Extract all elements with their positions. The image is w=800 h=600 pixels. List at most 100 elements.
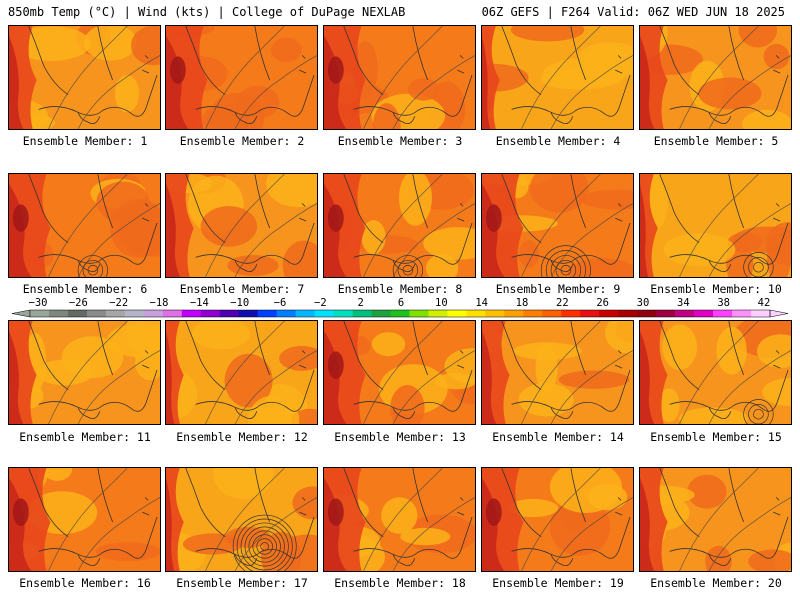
ensemble-member-label: Ensemble Member: 5 — [653, 134, 779, 148]
colorbar-swatch — [124, 310, 145, 317]
ensemble-member-label: Ensemble Member: 17 — [176, 576, 308, 590]
ensemble-map-9 — [481, 173, 634, 278]
ensemble-map-14 — [481, 320, 634, 425]
colorbar-swatch — [371, 310, 391, 317]
colorbar-swatch — [523, 310, 543, 317]
colorbar-swatch — [637, 310, 657, 317]
ensemble-member-label: Ensemble Member: 9 — [495, 282, 621, 296]
ensemble-map-11 — [8, 320, 161, 425]
colorbar-swatch — [333, 310, 353, 317]
colorbar-swatch — [67, 310, 88, 317]
colorbar-tick-label: −18 — [149, 297, 169, 309]
colorbar-tick-label: 42 — [757, 297, 771, 309]
ensemble-map-16 — [8, 467, 161, 572]
ensemble-member-label: Ensemble Member: 19 — [492, 576, 624, 590]
colorbar-swatch — [390, 310, 410, 317]
colorbar-tick-label: −6 — [273, 297, 287, 309]
colorbar-swatch — [675, 310, 695, 317]
ensemble-member-label: Ensemble Member: 20 — [650, 576, 782, 590]
colorbar-min-arrow — [11, 309, 31, 318]
colorbar-tick-label: −2 — [314, 297, 327, 309]
ensemble-map-3 — [323, 25, 476, 130]
colorbar-swatch — [751, 310, 771, 317]
ensemble-member-label: Ensemble Member: 11 — [19, 430, 151, 444]
ensemble-map-15 — [639, 320, 792, 425]
colorbar-tick-label: 18 — [515, 297, 529, 309]
colorbar-swatch — [561, 310, 581, 317]
colorbar-tick-label: 38 — [717, 297, 730, 309]
colorbar-swatch — [713, 310, 733, 317]
ensemble-map-10 — [639, 173, 792, 278]
ensemble-map-18 — [323, 467, 476, 572]
colorbar-swatch — [200, 310, 221, 317]
colorbar-swatch — [656, 310, 676, 317]
colorbar-swatch — [105, 310, 126, 317]
colorbar-tick-label: −14 — [189, 297, 209, 309]
colorbar-tick-label: −26 — [68, 297, 88, 309]
ensemble-member-label: Ensemble Member: 18 — [334, 576, 466, 590]
colorbar-swatch — [143, 310, 164, 317]
ensemble-map-12 — [165, 320, 318, 425]
colorbar-swatch — [181, 310, 202, 317]
ensemble-member-label: Ensemble Member: 10 — [650, 282, 782, 296]
ensemble-map-19 — [481, 467, 634, 572]
colorbar-tick-label: 30 — [636, 297, 650, 309]
ensemble-map-17 — [165, 467, 318, 572]
ensemble-map-2 — [165, 25, 318, 130]
colorbar-swatch — [30, 310, 50, 317]
colorbar-max-arrow — [769, 309, 789, 318]
ensemble-map-1 — [8, 25, 161, 130]
colorbar-tick-label: 10 — [435, 297, 448, 309]
ensemble-member-label: Ensemble Member: 2 — [179, 134, 305, 148]
colorbar-swatch — [352, 310, 372, 317]
ensemble-member-label: Ensemble Member: 1 — [22, 134, 148, 148]
colorbar-swatch — [219, 310, 240, 317]
ensemble-map-6 — [8, 173, 161, 278]
colorbar-tick-label: −30 — [28, 297, 48, 309]
colorbar-swatch — [48, 310, 69, 317]
colorbar-swatch — [694, 310, 714, 317]
colorbar-swatch — [485, 310, 505, 317]
ensemble-member-label: Ensemble Member: 7 — [179, 282, 305, 296]
ensemble-member-label: Ensemble Member: 6 — [22, 282, 148, 296]
colorbar-swatch — [257, 310, 277, 317]
colorbar-tick-label: −22 — [109, 297, 129, 309]
ensemble-member-label: Ensemble Member: 13 — [334, 430, 466, 444]
colorbar-tick-label: 34 — [677, 297, 690, 309]
colorbar-tick-label: 26 — [596, 297, 609, 309]
colorbar-swatch — [162, 310, 183, 317]
colorbar-tick-label: 6 — [397, 297, 405, 309]
colorbar-swatch — [542, 310, 562, 317]
ensemble-map-7 — [165, 173, 318, 278]
ensemble-member-label: Ensemble Member: 12 — [176, 430, 308, 444]
colorbar-swatch — [447, 310, 467, 317]
colorbar-tick-label: 22 — [556, 297, 569, 309]
colorbar-tick-label: 2 — [357, 297, 364, 309]
ensemble-map-5 — [639, 25, 792, 130]
ensemble-member-label: Ensemble Member: 3 — [337, 134, 463, 148]
colorbar-swatch — [86, 310, 107, 317]
ensemble-member-label: Ensemble Member: 16 — [19, 576, 151, 590]
ensemble-map-8 — [323, 173, 476, 278]
ensemble-member-label: Ensemble Member: 15 — [650, 430, 782, 444]
colorbar-swatch — [314, 310, 334, 317]
header-title: 850mb Temp (°C) | Wind (kts) | College o… — [8, 5, 406, 19]
colorbar-swatch — [428, 310, 448, 317]
colorbar-swatch — [732, 310, 752, 317]
colorbar-swatch — [238, 310, 258, 317]
ensemble-map-4 — [481, 25, 634, 130]
header-run-info: 06Z GEFS | F264 Valid: 06Z WED JUN 18 20… — [481, 5, 785, 19]
colorbar-swatch — [599, 310, 619, 317]
colorbar-swatch — [580, 310, 600, 317]
colorbar-swatch — [618, 310, 638, 317]
colorbar-swatch — [466, 310, 486, 317]
temperature-colorbar — [11, 309, 789, 318]
colorbar-border — [29, 309, 771, 318]
colorbar-swatch — [504, 310, 524, 317]
ensemble-member-label: Ensemble Member: 14 — [492, 430, 624, 444]
ensemble-map-13 — [323, 320, 476, 425]
ensemble-map-20 — [639, 467, 792, 572]
colorbar-swatch — [295, 310, 315, 317]
colorbar-tick-label: −10 — [230, 297, 250, 309]
ensemble-member-label: Ensemble Member: 8 — [337, 282, 463, 296]
